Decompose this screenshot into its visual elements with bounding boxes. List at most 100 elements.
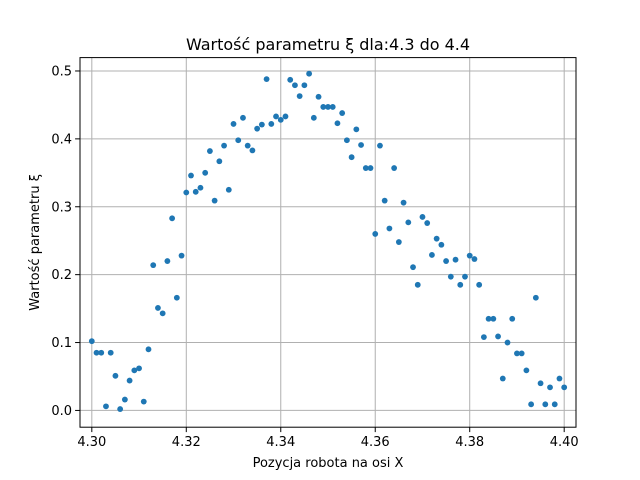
data-point xyxy=(249,147,256,154)
data-point xyxy=(386,225,393,232)
data-point xyxy=(400,199,407,206)
data-point xyxy=(532,294,539,301)
data-point xyxy=(320,104,327,110)
data-point xyxy=(240,114,246,121)
data-point xyxy=(273,113,279,120)
data-point xyxy=(107,349,114,356)
data-point xyxy=(509,315,516,322)
data-point xyxy=(136,365,142,372)
data-point xyxy=(197,184,204,191)
data-point xyxy=(112,372,119,379)
data-point xyxy=(131,367,138,374)
data-point xyxy=(292,82,298,89)
data-point xyxy=(287,76,294,83)
data-point xyxy=(367,165,374,171)
data-point xyxy=(173,294,180,301)
data-point xyxy=(98,349,105,356)
data-point xyxy=(225,186,232,193)
y-tick-label: 0.0 xyxy=(51,404,72,419)
data-point xyxy=(268,121,275,127)
data-point xyxy=(377,142,383,149)
data-point xyxy=(192,188,199,195)
y-tick-label: 0.2 xyxy=(51,268,72,283)
data-point xyxy=(183,189,190,196)
data-point xyxy=(235,137,242,144)
data-point xyxy=(169,215,176,222)
data-point xyxy=(348,154,355,161)
data-point xyxy=(244,142,251,149)
data-point xyxy=(495,333,501,340)
y-tick-label: 0.3 xyxy=(51,200,72,215)
data-point xyxy=(145,346,152,353)
data-point xyxy=(216,158,223,165)
data-point xyxy=(466,252,473,259)
y-tick-label: 0.5 xyxy=(51,64,72,79)
data-point xyxy=(499,375,506,382)
x-tick-label: 4.32 xyxy=(172,435,201,450)
data-point xyxy=(343,137,350,144)
data-point xyxy=(419,214,426,220)
x-axis-label: Pozycja robota na osi X xyxy=(253,456,404,471)
data-point xyxy=(547,384,553,391)
data-point xyxy=(202,169,209,176)
data-point xyxy=(315,93,322,100)
data-point xyxy=(306,70,313,77)
data-point xyxy=(551,401,558,408)
data-point xyxy=(353,126,360,133)
y-axis-label: Wartość parametru ξ xyxy=(28,174,43,311)
data-point xyxy=(485,315,492,322)
x-tick-label: 4.30 xyxy=(77,435,106,450)
x-tick-label: 4.40 xyxy=(550,435,579,450)
data-point xyxy=(221,142,227,149)
data-point xyxy=(514,350,520,357)
axis-ticks: 4.30 4.32 4.34 4.36 4.38 4.40 0.0 0.1 0.2 0.3 0.4 0… xyxy=(51,64,578,450)
data-point xyxy=(542,401,549,408)
data-point xyxy=(518,350,525,357)
data-point xyxy=(282,113,289,120)
data-point xyxy=(523,367,530,374)
data-point xyxy=(254,125,261,132)
data-point xyxy=(329,104,336,110)
data-point xyxy=(310,114,317,121)
data-point xyxy=(395,239,402,245)
data-point xyxy=(476,281,483,288)
data-point xyxy=(277,116,284,123)
data-point xyxy=(457,281,464,288)
data-point xyxy=(381,197,388,204)
data-point xyxy=(334,120,341,127)
data-point xyxy=(471,256,478,262)
data-point xyxy=(429,252,435,258)
data-point xyxy=(528,401,535,408)
data-point xyxy=(121,396,128,403)
data-point xyxy=(480,334,487,341)
data-point xyxy=(410,264,416,271)
data-point xyxy=(556,375,563,382)
data-point xyxy=(188,172,194,179)
data-point xyxy=(414,281,421,288)
data-point xyxy=(88,338,95,345)
data-point xyxy=(452,256,459,263)
data-point xyxy=(561,384,568,391)
data-point xyxy=(358,142,364,148)
chart-title: Wartość parametru ξ dla:4.3 do 4.4 xyxy=(186,35,470,54)
data-point xyxy=(424,220,431,226)
data-point xyxy=(159,310,166,317)
data-point xyxy=(103,403,109,410)
data-point xyxy=(362,165,369,171)
data-point xyxy=(339,110,346,116)
y-tick-label: 0.1 xyxy=(51,336,72,351)
data-point xyxy=(462,273,468,280)
data-point xyxy=(140,398,147,405)
data-point xyxy=(230,121,237,127)
data-point xyxy=(438,241,445,248)
data-point xyxy=(178,252,185,259)
data-points xyxy=(88,70,568,412)
data-point xyxy=(150,262,157,269)
data-point xyxy=(263,76,270,83)
x-tick-label: 4.36 xyxy=(361,435,390,450)
data-point xyxy=(211,197,218,204)
y-tick-label: 0.4 xyxy=(51,132,72,147)
data-point xyxy=(155,305,161,311)
